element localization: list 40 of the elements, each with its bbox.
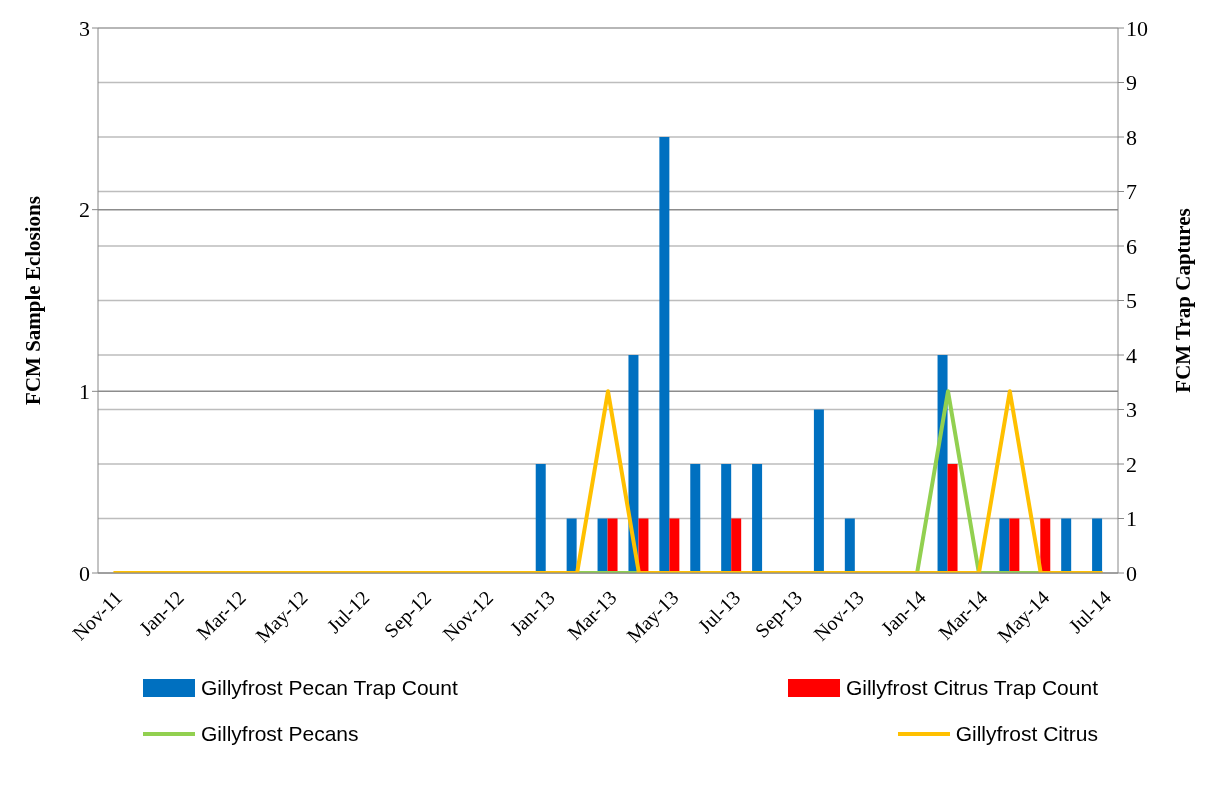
y2-tick-label: 4	[1126, 342, 1137, 368]
legend-label: Gillyfrost Pecans	[201, 722, 359, 746]
y-tick-label: 3	[79, 15, 90, 41]
y2-tick-label: 6	[1126, 233, 1137, 259]
y2-tick-label: 5	[1126, 288, 1137, 314]
bar	[731, 518, 742, 573]
y2-tick-label: 10	[1126, 15, 1148, 41]
legend-label: Gillyfrost Citrus Trap Count	[845, 676, 1098, 700]
bar	[1092, 518, 1103, 573]
bar	[1009, 518, 1020, 573]
y2-tick-label: 9	[1126, 70, 1137, 96]
bar	[659, 137, 670, 573]
bar	[844, 518, 855, 573]
y2-tick-label: 7	[1126, 179, 1137, 205]
y-axis-title: FCM Sample Eclosions	[21, 196, 46, 405]
bar	[752, 464, 763, 573]
y-tick-label: 1	[79, 379, 90, 405]
y-tick-label: 0	[79, 560, 90, 586]
y2-tick-label: 1	[1126, 506, 1137, 532]
legend-label: Gillyfrost Citrus	[955, 722, 1098, 746]
legend-label: Gillyfrost Pecan Trap Count	[201, 676, 458, 700]
bar	[535, 464, 546, 573]
y2-tick-label: 8	[1126, 124, 1137, 150]
bar	[638, 518, 649, 573]
y2-axis-title: FCM Trap Captures	[1171, 208, 1196, 393]
bar	[690, 464, 701, 573]
bar	[999, 518, 1010, 573]
bar	[566, 518, 577, 573]
y2-tick-label: 3	[1126, 397, 1137, 423]
bar	[607, 518, 618, 573]
y2-tick-label: 0	[1126, 560, 1137, 586]
bar	[813, 409, 824, 573]
bar	[947, 464, 958, 573]
bar	[1040, 518, 1051, 573]
y2-tick-label: 2	[1126, 451, 1137, 477]
bar	[597, 518, 608, 573]
y-tick-label: 2	[79, 197, 90, 223]
bar	[669, 518, 680, 573]
bar	[1061, 518, 1072, 573]
bar	[721, 464, 732, 573]
